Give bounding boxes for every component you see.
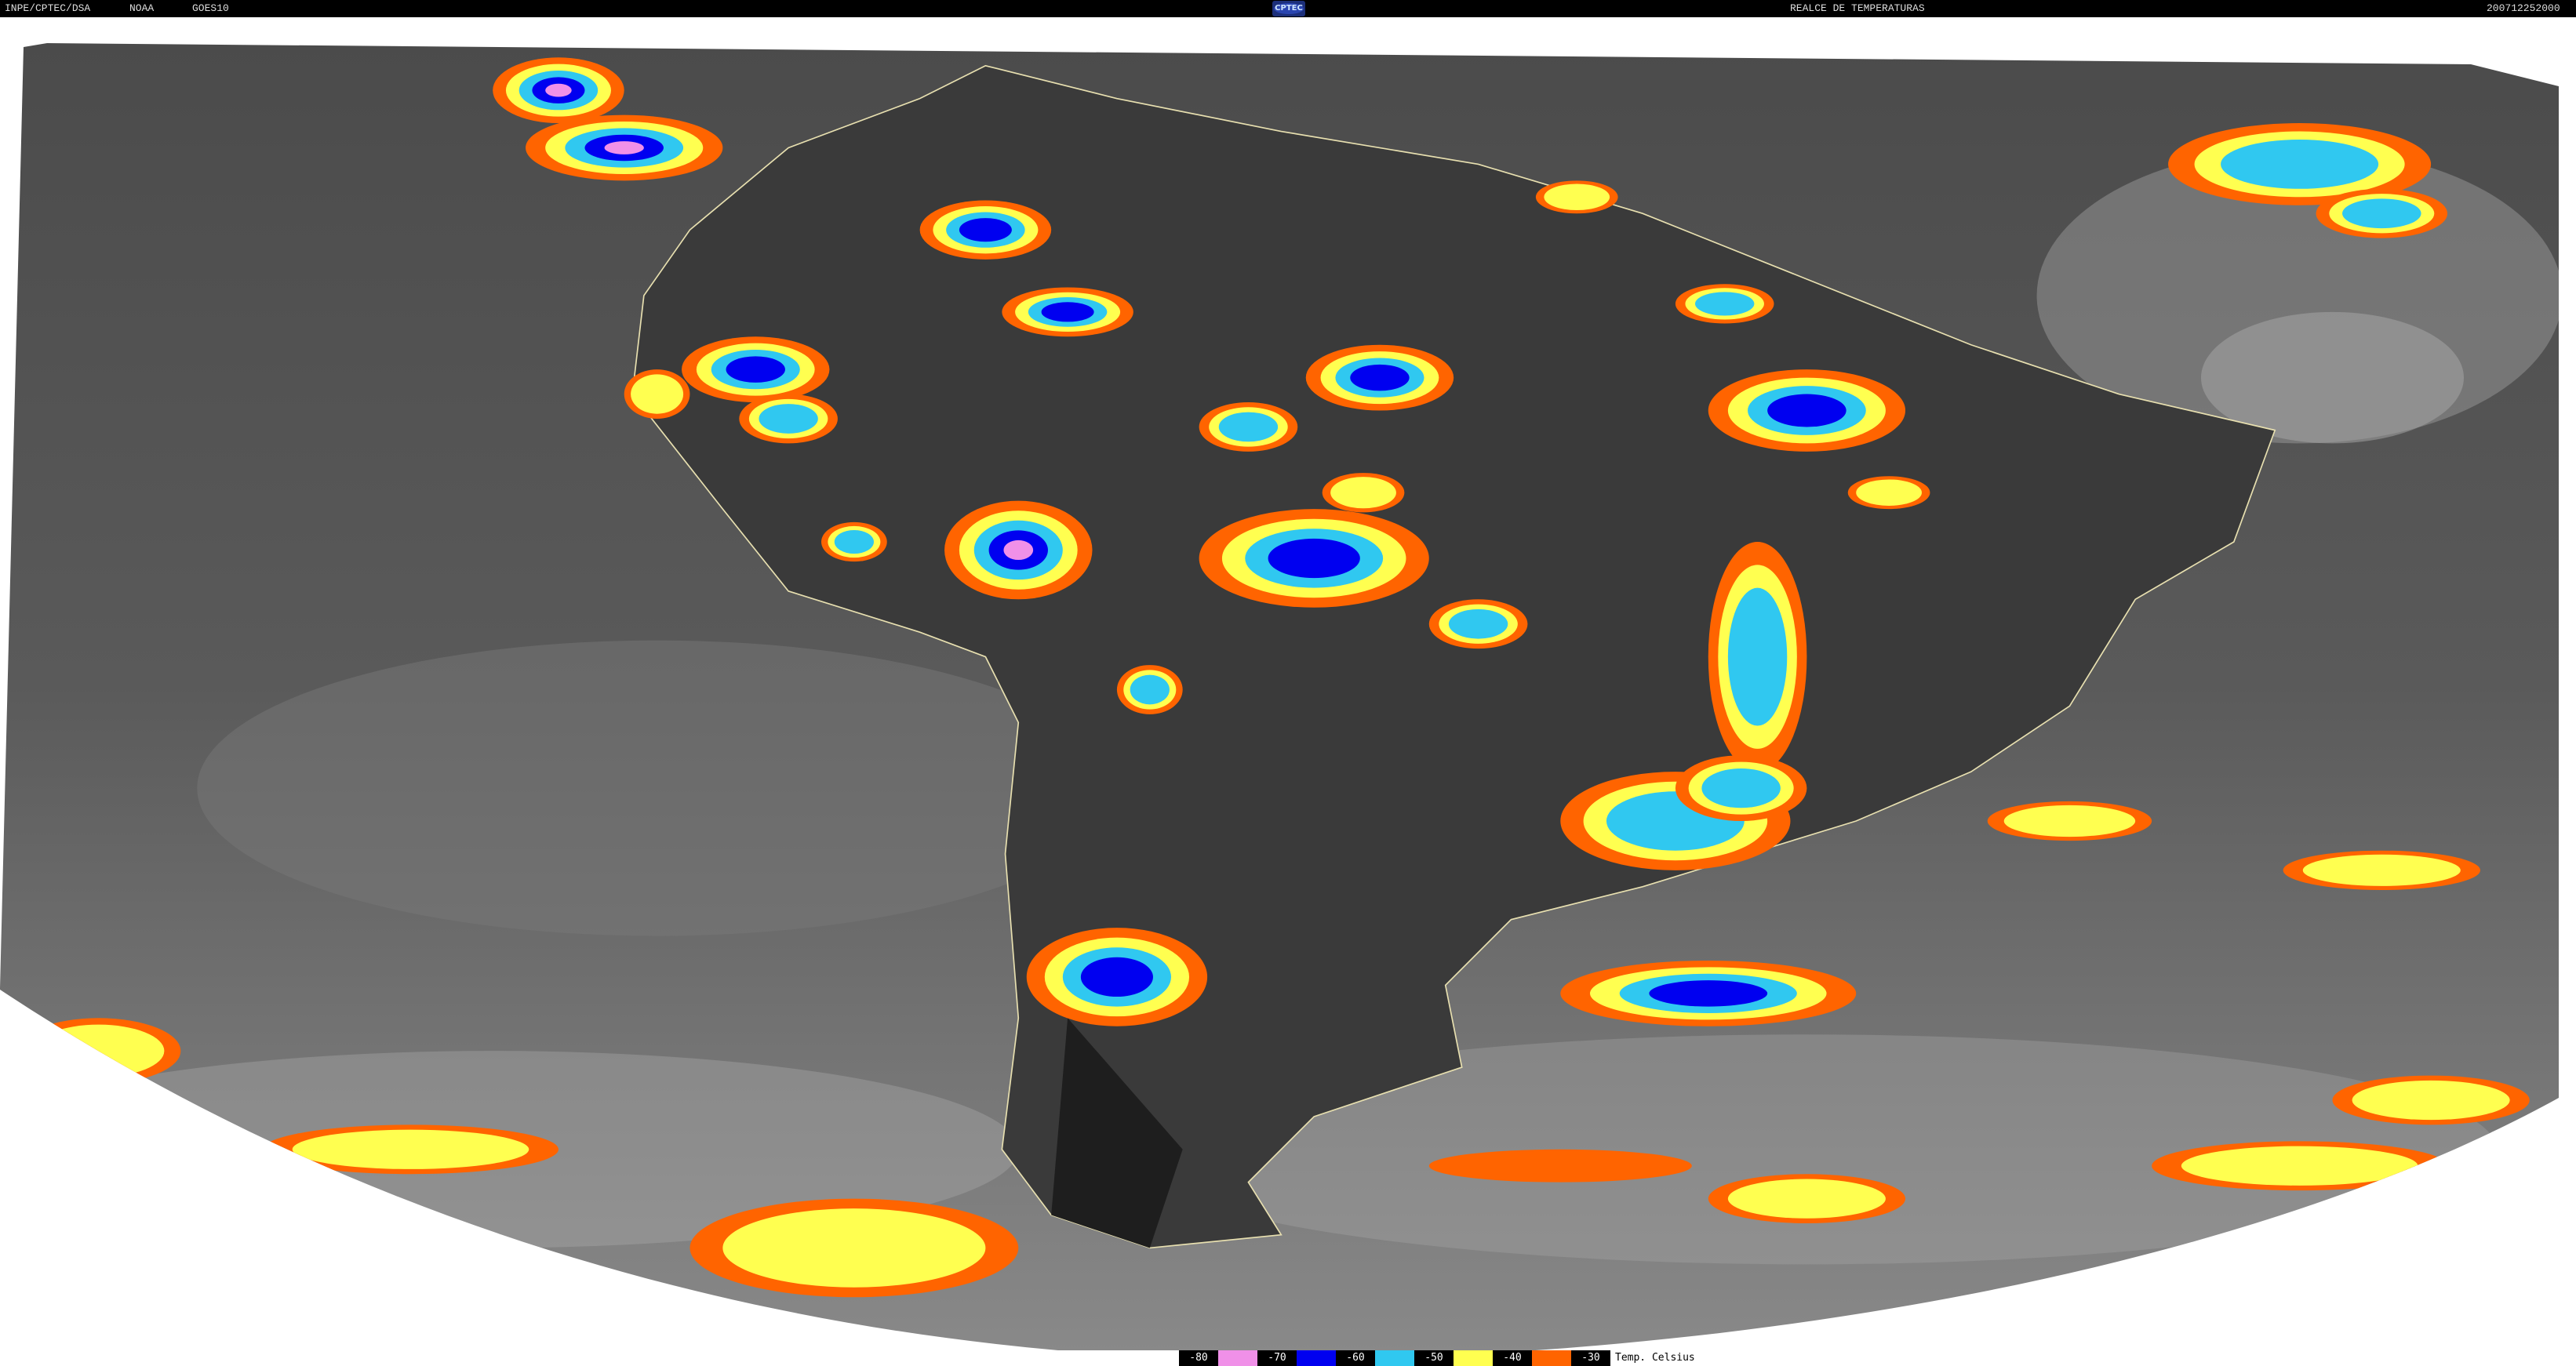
cloud-top-region [2302, 854, 2461, 886]
cloud-top-region [1767, 394, 1846, 427]
cloud-top-region [2352, 1080, 2510, 1121]
legend-unit: Temp. Celsius [1610, 1350, 1695, 1366]
legend-swatch [1454, 1350, 1493, 1366]
cloud-top-region [1649, 980, 1768, 1007]
cloud-top-region [722, 1208, 986, 1288]
institution-label: INPE/CPTEC/DSA [5, 2, 91, 14]
cloud-top-region [1448, 609, 1508, 639]
satellite-label: GOES10 [192, 2, 229, 14]
cloud-top-region [1544, 183, 1610, 211]
cloud-top-region [2221, 139, 2379, 189]
cloud-top-region [2342, 198, 2421, 229]
cloud-top-region [1727, 1179, 1886, 1219]
cloud-top-region [631, 374, 684, 414]
cloud-top-region [1330, 477, 1396, 509]
cloud-top-region [1268, 538, 1360, 579]
cloud-top-region [604, 141, 644, 154]
cloud-top-region [1130, 674, 1170, 705]
cloud-top-region [1727, 587, 1788, 726]
cloud-top-region [1428, 1149, 1692, 1183]
cloud-top-region [32, 1024, 165, 1077]
cloud-top-region [1003, 539, 1034, 561]
cloud-top-region [292, 1129, 529, 1169]
logo-text: CPTEC [1274, 3, 1304, 14]
legend-swatch [1297, 1350, 1336, 1366]
cloud-top-region [726, 356, 785, 383]
legend-label: -30 [1571, 1350, 1610, 1366]
cloud-top-region [1350, 364, 1410, 391]
legend-label: -40 [1493, 1350, 1532, 1366]
satellite-image [0, 43, 2559, 1350]
agency-label: NOAA [129, 2, 155, 14]
cloud-top-region [834, 529, 875, 554]
cloud-top-region [1218, 412, 1279, 442]
temperature-legend: -80 -70 -60 -50 -40 -30 Temp. Celsius [1179, 1350, 1695, 1366]
cloud-top-region [959, 218, 1012, 242]
cptec-logo: CPTEC [1272, 1, 1305, 16]
legend-swatch [1375, 1350, 1414, 1366]
cloud-top-region [545, 83, 572, 97]
cloud-top-region [1856, 479, 1922, 506]
cloud-top-region [1041, 302, 1094, 322]
timestamp-label: 200712252000 [2487, 2, 2560, 14]
product-label: REALCE DE TEMPERATURAS [1790, 2, 1925, 14]
cloud-top-region [1695, 292, 1755, 316]
legend-label: -60 [1336, 1350, 1375, 1366]
legend-swatch [1218, 1350, 1257, 1366]
cloud-top-region [759, 404, 818, 434]
cloud-top-region [1701, 768, 1781, 808]
legend-swatch [1532, 1350, 1571, 1366]
cloud-top-region [2181, 1146, 2418, 1186]
legend-label: -80 [1179, 1350, 1218, 1366]
legend-label: -70 [1257, 1350, 1297, 1366]
legend-label: -50 [1414, 1350, 1454, 1366]
cloud-top-region [2003, 805, 2136, 837]
cloud-top-region [1080, 957, 1153, 997]
